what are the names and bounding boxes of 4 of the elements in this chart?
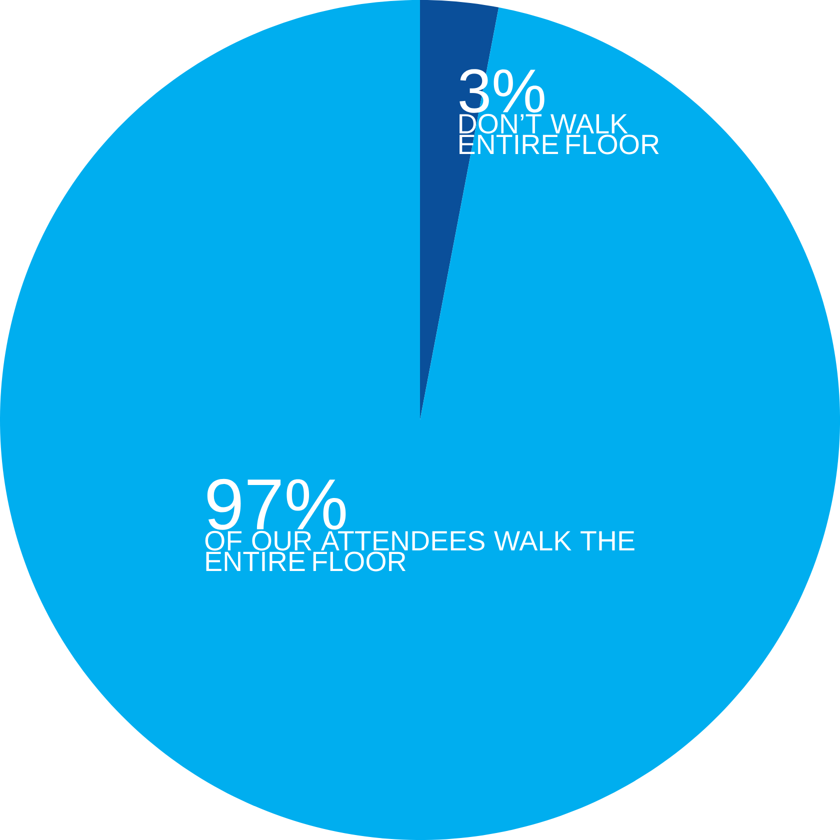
data-label: 3% [460, 69, 544, 113]
data-label: 97% [207, 478, 346, 530]
slice-label: DON’T WALK ENTIRE FLOOR [460, 114, 659, 154]
slice-label: OF OUR ATTENDEES WALK THE ENTIRE FLOOR [205, 530, 634, 572]
